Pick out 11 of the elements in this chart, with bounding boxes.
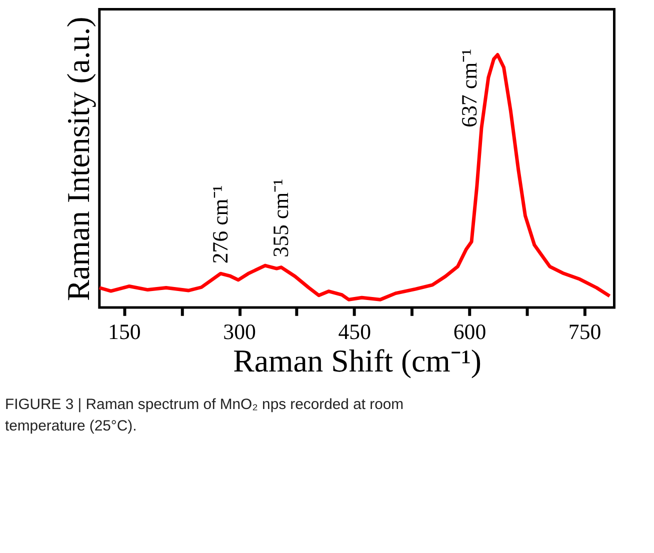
annotation: 276 cm⁻¹ <box>208 185 233 264</box>
annotation: 355 cm⁻¹ <box>269 178 294 258</box>
x-tick-label: 750 <box>568 320 602 344</box>
caption: FIGURE 3 | Raman spectrum of MnO₂ nps recorded at room temperature (25°C). <box>4 396 404 435</box>
x-tick-label: 450 <box>338 320 372 344</box>
x-tick-label: 150 <box>108 320 141 344</box>
x-axis-title: Raman Shift (cm⁻¹) <box>233 344 482 379</box>
x-tick-label: 300 <box>223 320 256 344</box>
x-tick-label: 600 <box>453 320 486 344</box>
annotation: 637 cm⁻¹ <box>458 48 482 128</box>
y-axis-title: Raman Intensity (a.u.) <box>60 16 96 302</box>
